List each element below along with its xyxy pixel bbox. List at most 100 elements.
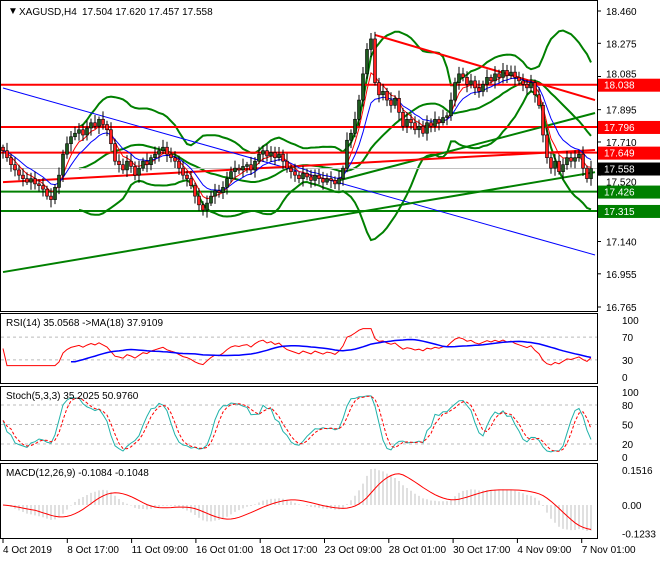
- candle-body: [461, 73, 465, 78]
- candle-body: [81, 129, 85, 136]
- candle-body: [381, 91, 385, 96]
- candle-body: [33, 178, 37, 185]
- candle-body: [577, 153, 581, 158]
- candle-body: [113, 143, 117, 162]
- candle-body: [69, 136, 73, 145]
- candle-body: [61, 153, 65, 176]
- candle-body: [313, 174, 317, 181]
- candle-body: [141, 160, 145, 169]
- candle-body: [161, 146, 165, 152]
- moving-average-slow: [2, 77, 592, 191]
- candle-body: [253, 160, 257, 171]
- candle-body: [13, 164, 17, 171]
- candle-body: [449, 99, 453, 117]
- rsi-tick-label: 0: [622, 373, 628, 384]
- candle-body: [377, 82, 381, 96]
- time-tick-label: 23 Oct 09:00: [325, 545, 383, 556]
- candle-body: [217, 190, 221, 193]
- time-tick-label: 18 Oct 17:00: [260, 545, 318, 556]
- candle-body: [85, 127, 89, 136]
- candle-body: [129, 160, 133, 167]
- price-level-label: 17.315: [604, 207, 635, 218]
- macd-tick-label: -0.1233: [622, 529, 656, 540]
- candle-body: [585, 167, 589, 179]
- candle-body: [201, 204, 205, 211]
- candle-body: [409, 118, 413, 124]
- candle-body: [301, 173, 305, 179]
- candle-body: [45, 188, 49, 197]
- candle-body: [437, 118, 441, 124]
- macd-signal-line: [2, 473, 592, 530]
- candle-body: [261, 150, 265, 155]
- candle-body: [17, 169, 21, 176]
- stoch-main-line: [2, 395, 592, 453]
- stoch-title: Stoch(5,3,3) 35.2025 50.9760: [6, 391, 139, 402]
- stoch-tick-label: 50: [622, 421, 634, 432]
- candle-body: [465, 77, 469, 85]
- candle-body: [65, 143, 69, 155]
- price-tick-label: 18.460: [606, 7, 637, 18]
- stoch-tick-label: 20: [622, 440, 634, 451]
- candle-body: [397, 98, 401, 113]
- candle-body: [233, 167, 237, 172]
- price-tick-label: 17.140: [606, 238, 637, 249]
- candle-body: [385, 91, 389, 101]
- candle-body: [317, 174, 321, 179]
- trendline: [374, 33, 596, 102]
- price-level-label: 17.649: [604, 149, 635, 160]
- candle-body: [369, 38, 373, 50]
- candle-body: [561, 164, 565, 172]
- collapse-triangle-icon[interactable]: ▼: [8, 6, 18, 17]
- candle-body: [269, 152, 273, 157]
- candle-body: [473, 80, 477, 89]
- candle-body: [205, 202, 209, 211]
- candle-body: [93, 122, 97, 127]
- candle-body: [505, 70, 509, 76]
- price-level-tag: [598, 204, 660, 218]
- candle-body: [77, 129, 81, 134]
- stoch-tick-label: 100: [622, 388, 639, 399]
- price-level-tag: [598, 146, 660, 160]
- rsi-tick-label: 100: [622, 316, 639, 327]
- candle-body: [441, 117, 445, 124]
- candle-body: [445, 115, 449, 118]
- price-level-label: 17.426: [604, 188, 635, 199]
- price-tick-label: 17.895: [606, 106, 637, 117]
- candle-body: [589, 168, 593, 179]
- candle-body: [573, 157, 577, 162]
- price-tick-label: 16.765: [606, 303, 637, 314]
- candle-body: [457, 73, 461, 83]
- candle-body: [341, 167, 345, 179]
- moving-average-fast: [2, 72, 592, 200]
- trendline: [2, 149, 596, 184]
- candle-body: [125, 160, 129, 171]
- candle-body: [393, 98, 397, 106]
- candle-body: [165, 146, 169, 155]
- candle-body: [9, 157, 13, 165]
- price-tick-label: 17.710: [606, 138, 637, 149]
- price-tick-label: 16.955: [606, 270, 637, 281]
- time-tick-label: 30 Oct 17:00: [453, 545, 511, 556]
- time-tick-label: 11 Oct 09:00: [132, 545, 189, 556]
- rsi-tick-label: 70: [622, 333, 634, 344]
- symbol-label: XAGUSD,H4: [19, 7, 77, 18]
- candle-body: [293, 171, 297, 176]
- candle-body: [365, 49, 369, 75]
- candle-body: [21, 174, 25, 179]
- candle-body: [133, 166, 137, 176]
- candle-body: [361, 73, 365, 101]
- candle-body: [245, 164, 249, 167]
- candle-body: [549, 157, 553, 169]
- candle-body: [533, 82, 537, 96]
- candle-body: [1, 146, 5, 152]
- candle-body: [221, 187, 225, 193]
- candle-body: [509, 71, 513, 76]
- candle-body: [425, 122, 429, 134]
- rsi-title: RSI(14) 35.0568 ->MA(18) 37.9109: [6, 318, 163, 329]
- candle-body: [153, 153, 157, 158]
- candle-body: [333, 180, 337, 185]
- candle-body: [337, 178, 341, 185]
- candle-body: [353, 118, 357, 134]
